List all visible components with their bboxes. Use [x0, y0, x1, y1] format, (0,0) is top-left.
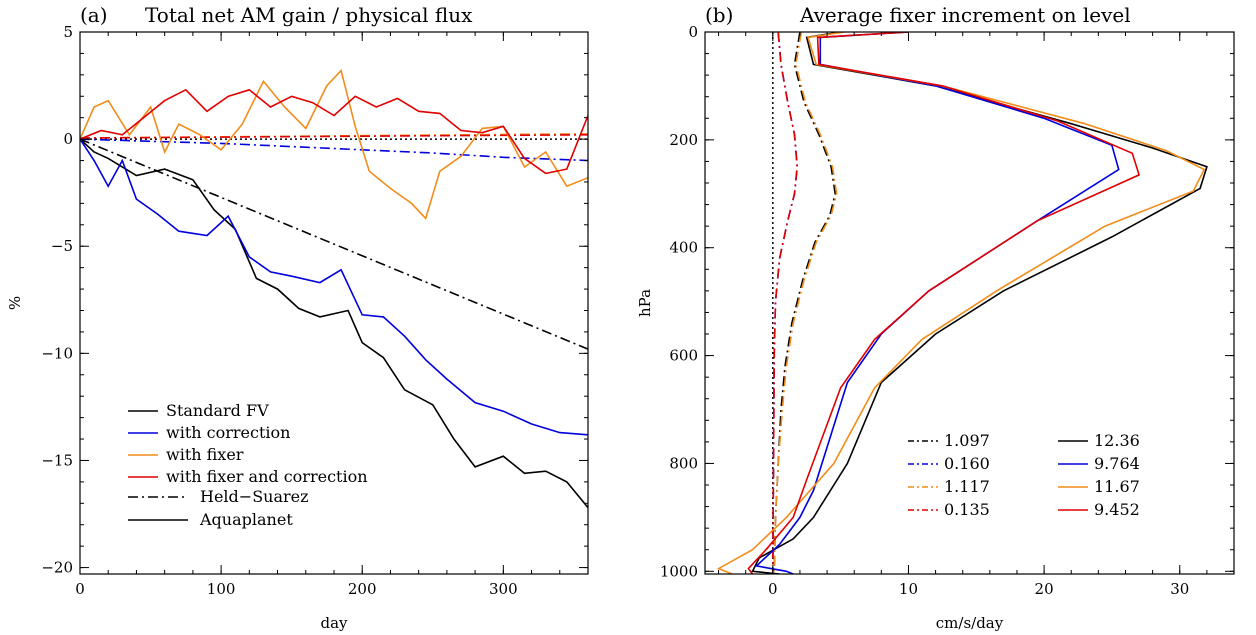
legend-label: with fixer	[166, 445, 244, 464]
series-line-6	[80, 68, 588, 220]
x-tick-label: 100	[207, 580, 236, 598]
x-tick-label: 300	[489, 580, 518, 598]
legend-label: 9.764	[1094, 454, 1140, 473]
chart-title: Total net AM gain / physical flux	[145, 3, 473, 27]
y-tick-label: 400	[669, 239, 698, 257]
panel-label: (b)	[705, 3, 733, 27]
plot-frame	[79, 31, 589, 575]
y-tick-label: 600	[669, 347, 698, 365]
y-tick-label: 0	[688, 23, 698, 41]
legend-label: 1.117	[944, 477, 990, 496]
y-tick-label: −20	[41, 559, 73, 577]
series-line-2	[773, 32, 838, 572]
y-tick-label: 0	[63, 130, 73, 148]
y-tick-label: −15	[41, 451, 73, 469]
x-axis-label: cm/s/day	[936, 614, 1004, 632]
series-line-7	[80, 88, 588, 175]
y-tick-label: 1000	[660, 562, 698, 580]
x-tick-label: 0	[768, 580, 778, 598]
series-line-7	[747, 32, 1141, 574]
legend-label: 0.135	[944, 500, 990, 519]
panel-label: (a)	[80, 3, 108, 27]
panel-a: (a) Total net AM gain / physical flux day%…	[6, 3, 589, 632]
legend-label: 1.097	[944, 431, 990, 450]
legend-label: 0.160	[944, 454, 990, 473]
series-line-4	[80, 138, 588, 509]
y-tick-label: −10	[41, 344, 73, 362]
series-line-5	[80, 138, 588, 436]
legend-label: 12.36	[1094, 431, 1140, 450]
chart-title: Average fixer increment on level	[799, 3, 1131, 27]
legend-label: 11.67	[1094, 477, 1140, 496]
x-tick-label: 30	[1170, 580, 1189, 598]
series-line-3	[80, 134, 588, 139]
series-line-0	[773, 32, 837, 572]
legend-label: with correction	[166, 423, 290, 442]
y-axis-label: %	[6, 296, 24, 310]
legend-label: with fixer and correction	[166, 467, 368, 486]
x-tick-label: 20	[1035, 580, 1054, 598]
x-tick-label: 200	[348, 580, 377, 598]
y-tick-label: 200	[669, 131, 698, 149]
y-tick-label: −5	[51, 237, 73, 255]
x-tick-label: 0	[75, 580, 85, 598]
y-axis-label: hPa	[636, 289, 654, 317]
legend-label: Held−Suarez	[200, 487, 309, 506]
plot-frame	[704, 31, 1235, 575]
y-tick-label: 5	[63, 23, 73, 41]
panel-b: (b) Average fixer increment on level cm/s/…	[636, 3, 1235, 632]
y-tick-label: 800	[669, 454, 698, 472]
legend-label: Aquaplanet	[199, 510, 293, 529]
legend-label: 9.452	[1094, 500, 1140, 519]
series-line-0	[80, 138, 588, 350]
series-line-1	[80, 138, 588, 162]
series-line-3	[772, 32, 799, 572]
x-tick-label: 10	[899, 580, 918, 598]
x-axis-label: day	[320, 614, 348, 632]
legend-label: Standard FV	[166, 401, 269, 420]
